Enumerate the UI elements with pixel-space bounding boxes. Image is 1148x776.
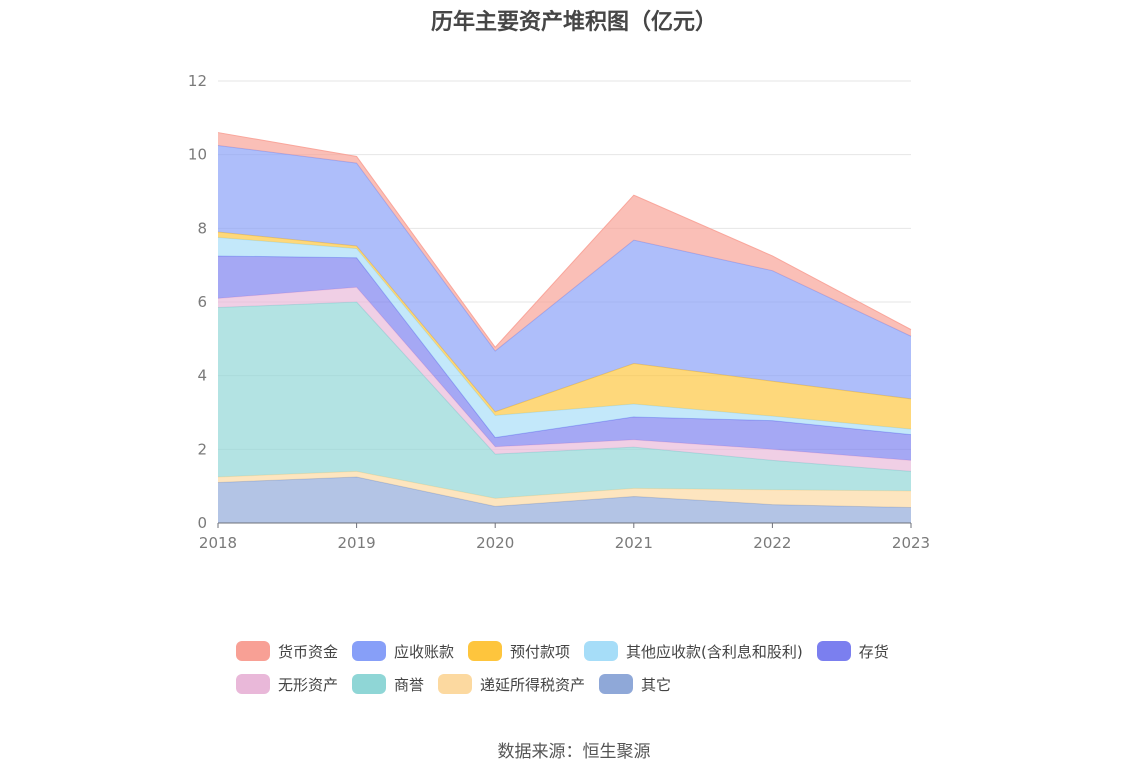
y-tick-label: 10	[188, 146, 207, 164]
legend-swatch	[236, 674, 270, 694]
area-series-0[interactable]	[218, 476, 911, 523]
legend-label: 递延所得税资产	[480, 675, 586, 694]
legend-swatch	[438, 674, 473, 694]
axes: 0 2 4 6 8 10 12 2018 2019 2020 2021 2022 2023	[188, 72, 930, 552]
legend: 货币资金 应收账款 预付款项 其他应收款(含利息和股利) 存货 无形资产 商誉 递延所得税资…	[236, 638, 936, 704]
legend-item[interactable]: 预付款项	[468, 641, 570, 662]
area-series-7[interactable]	[218, 145, 911, 412]
legend-swatch	[584, 641, 619, 661]
legend-label: 存货	[858, 642, 889, 661]
area-series-3[interactable]	[218, 287, 911, 472]
legend-label: 无形资产	[278, 675, 339, 694]
legend-swatch	[816, 641, 851, 661]
chart-title: 历年主要资产堆积图（亿元）	[430, 10, 717, 35]
legend-item[interactable]: 商誉	[352, 674, 424, 695]
legend-swatch	[599, 674, 634, 694]
legend-item[interactable]: 递延所得税资产	[438, 674, 585, 695]
y-tick-label: 12	[188, 72, 207, 90]
legend-label: 货币资金	[278, 642, 339, 661]
data-source: 数据来源：恒生聚源	[497, 742, 651, 762]
x-tick-label: 2021	[615, 534, 653, 552]
y-tick-label: 0	[197, 514, 207, 532]
legend-label: 应收账款	[394, 642, 455, 661]
x-tick-label: 2022	[753, 534, 791, 552]
y-tick-label: 8	[197, 219, 207, 237]
legend-item[interactable]: 其他应收款(含利息和股利)	[584, 641, 803, 662]
legend-row-2: 无形资产 商誉 递延所得税资产 其它	[236, 671, 936, 697]
x-tick-label: 2023	[892, 534, 930, 552]
y-tick-label: 6	[197, 293, 207, 311]
legend-swatch	[352, 674, 387, 694]
legend-label: 其它	[641, 675, 672, 694]
legend-item[interactable]: 应收账款	[352, 641, 454, 662]
legend-label: 其他应收款(含利息和股利)	[626, 642, 803, 661]
stacked-areas	[217, 132, 912, 523]
x-tick-label: 2019	[338, 534, 376, 552]
chart-plot-area: 0 2 4 6 8 10 12 2018 2019 2020 2021 2022 2023	[188, 72, 930, 552]
area-series-1[interactable]	[218, 471, 911, 508]
legend-label: 商誉	[394, 675, 425, 694]
x-tick-label: 2018	[199, 534, 237, 552]
legend-swatch	[236, 641, 270, 661]
legend-swatch	[468, 641, 503, 661]
area-series-4[interactable]	[218, 255, 911, 461]
y-tick-label: 2	[197, 440, 207, 458]
x-tick-label: 2020	[476, 534, 514, 552]
area-series-line-8	[217, 132, 912, 349]
legend-label: 预付款项	[510, 642, 571, 661]
legend-item[interactable]: 货币资金	[236, 641, 338, 662]
legend-item[interactable]: 无形资产	[236, 674, 338, 695]
legend-swatch	[352, 641, 387, 661]
area-series-2[interactable]	[218, 302, 911, 499]
area-series-6[interactable]	[218, 232, 911, 430]
legend-item[interactable]: 存货	[816, 641, 889, 662]
legend-item[interactable]: 其它	[599, 674, 671, 695]
y-tick-label: 4	[197, 367, 207, 385]
legend-row-1: 货币资金 应收账款 预付款项 其他应收款(含利息和股利) 存货	[236, 638, 936, 664]
